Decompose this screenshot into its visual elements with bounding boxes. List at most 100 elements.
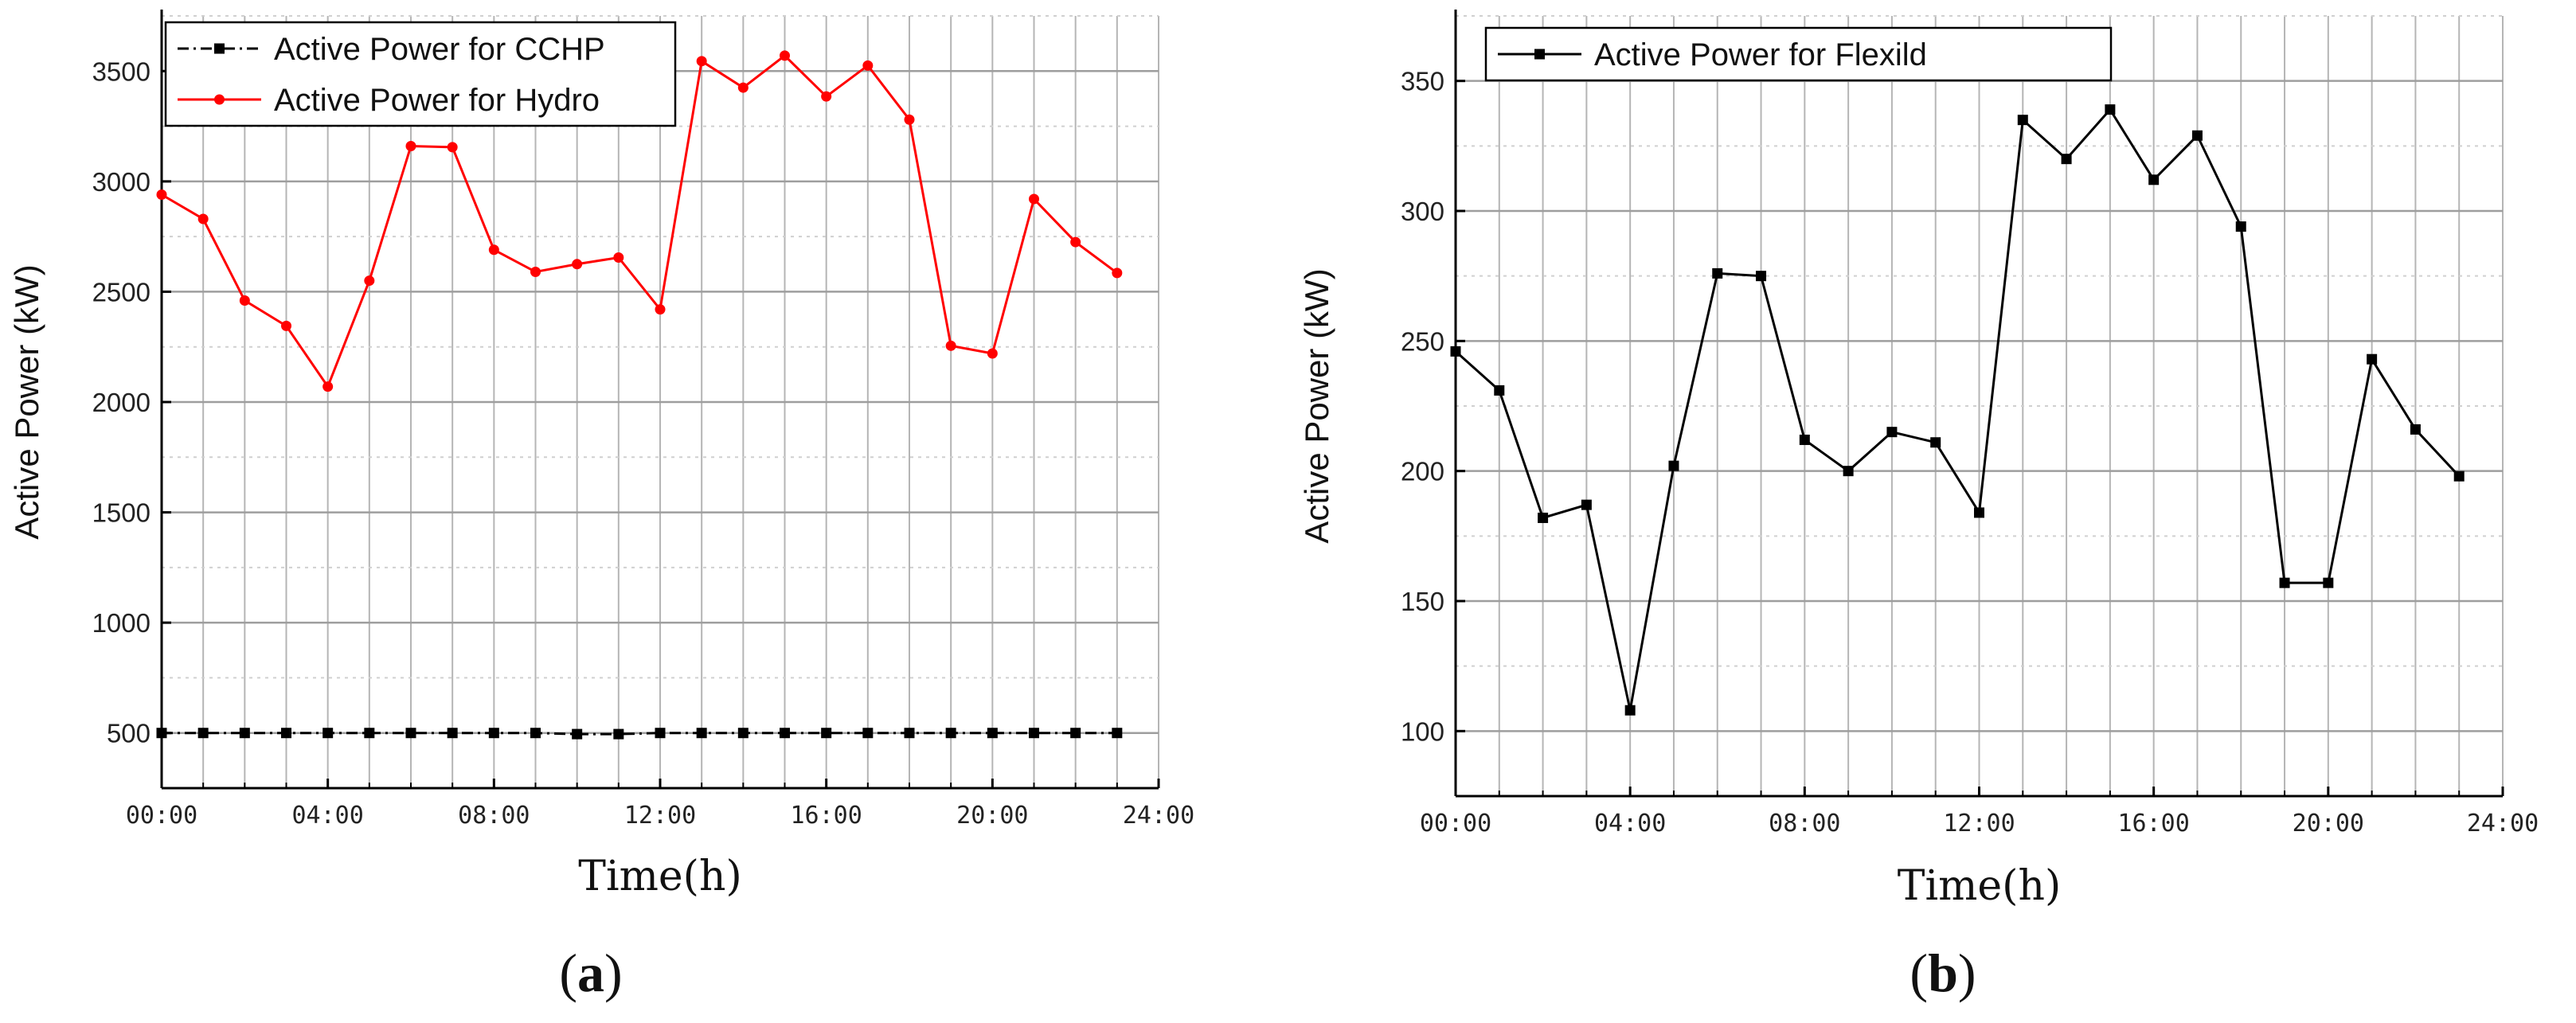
data-point	[405, 728, 416, 739]
legend: Active Power for CCHP Active Power for Hy…	[164, 21, 677, 127]
x-axis-title: Time(h)	[1898, 862, 2061, 910]
y-tick-label: 300	[1401, 197, 1444, 226]
panel-letter: b	[1928, 943, 1958, 1003]
data-point	[655, 304, 666, 315]
y-tick-label: 250	[1401, 326, 1444, 356]
y-tick-label: 1500	[92, 498, 150, 528]
x-tick-label: 16:00	[2118, 810, 2190, 838]
y-tick-label: 350	[1401, 67, 1444, 96]
data-point	[1930, 437, 1941, 448]
data-point	[1070, 728, 1081, 739]
data-point	[447, 142, 458, 153]
data-point	[2148, 174, 2160, 185]
data-point	[904, 728, 915, 739]
x-tick-label: 08:00	[458, 802, 530, 830]
y-tick-label: 500	[107, 719, 150, 748]
data-point	[696, 728, 707, 739]
data-point	[447, 728, 458, 739]
data-point	[1843, 466, 1854, 477]
data-point	[1712, 267, 1723, 279]
chart-panel-a: 00:00 04:00 08:00 12:00 16:00 20:00 24:00 500 10…	[8, 10, 1194, 1003]
series-1	[156, 50, 1123, 392]
x-tick-label: 04:00	[1594, 810, 1666, 838]
legend: Active Power for Flexild	[1484, 26, 2113, 82]
data-point	[239, 295, 250, 307]
data-point	[780, 50, 790, 61]
panel-letter: a	[577, 943, 604, 1003]
data-point	[530, 728, 541, 739]
data-point	[488, 728, 499, 739]
legend-label: Active Power for CCHP	[274, 32, 605, 67]
data-point	[1494, 385, 1505, 396]
data-point	[2410, 424, 2421, 435]
data-point	[2323, 577, 2334, 588]
series-line	[161, 53, 1118, 389]
y-tick-label: 2000	[92, 388, 150, 417]
legend-marker	[214, 43, 225, 54]
data-point	[405, 141, 416, 152]
data-point	[197, 213, 209, 225]
chart-panel-b: 00:00 04:00 08:00 12:00 16:00 20:00 24:00 100 15…	[1298, 10, 2539, 1003]
legend-marker	[1534, 49, 1545, 60]
data-point	[2105, 104, 2116, 115]
x-tick-label: 16:00	[791, 802, 862, 830]
x-tick-label: 20:00	[2293, 810, 2364, 838]
data-point	[821, 728, 832, 739]
data-point	[945, 340, 956, 351]
data-point	[2279, 577, 2290, 588]
data-point	[613, 728, 624, 740]
data-point	[1112, 267, 1123, 279]
data-point	[530, 266, 541, 277]
legend-box	[1484, 26, 2113, 82]
data-point	[2367, 353, 2378, 365]
data-point	[821, 91, 832, 102]
data-point	[1450, 346, 1461, 357]
series-0	[156, 728, 1123, 740]
y-tick-label: 200	[1401, 457, 1444, 486]
y-tick-label: 2500	[92, 277, 150, 307]
data-point	[945, 728, 956, 739]
data-point	[281, 728, 291, 739]
data-point	[2235, 221, 2246, 232]
x-tick-label: 00:00	[126, 802, 197, 830]
data-point	[2017, 115, 2028, 126]
data-point	[488, 244, 499, 256]
x-tick-label: 00:00	[1420, 810, 1491, 838]
data-point	[156, 728, 167, 739]
y-tick-label: 1000	[92, 608, 150, 638]
data-point	[2453, 471, 2465, 482]
legend-marker	[214, 94, 225, 105]
data-point	[1668, 460, 1679, 471]
data-point	[2191, 130, 2203, 141]
x-tick-label: 12:00	[624, 802, 696, 830]
x-axis-title: Time(h)	[578, 853, 741, 900]
x-tick-label: 08:00	[1769, 810, 1840, 838]
y-axis-title: Active Power (kW)	[1298, 268, 1335, 543]
data-point	[1070, 236, 1081, 248]
data-point	[1624, 705, 1636, 716]
data-point	[862, 728, 874, 739]
y-tick-label: 3500	[92, 57, 150, 86]
panel-label: (a)	[559, 943, 622, 1003]
legend-label: Active Power for Flexild	[1594, 37, 1927, 72]
x-tick-label: 12:00	[1943, 810, 2015, 838]
data-point	[737, 82, 749, 93]
data-point	[1112, 728, 1123, 739]
data-point	[197, 728, 209, 739]
data-point	[1029, 728, 1039, 739]
data-point	[1538, 512, 1549, 523]
series-line	[162, 732, 1117, 736]
data-point	[364, 275, 375, 287]
data-point	[987, 728, 998, 739]
data-point	[239, 728, 250, 739]
data-point	[862, 60, 874, 71]
data-point	[1974, 507, 1984, 518]
data-point	[364, 728, 375, 739]
data-point	[1581, 499, 1592, 510]
data-point	[281, 320, 291, 331]
x-tick-label: 24:00	[1123, 802, 1194, 830]
grid	[1455, 15, 2504, 797]
data-point	[737, 728, 749, 739]
data-point	[2061, 154, 2072, 165]
